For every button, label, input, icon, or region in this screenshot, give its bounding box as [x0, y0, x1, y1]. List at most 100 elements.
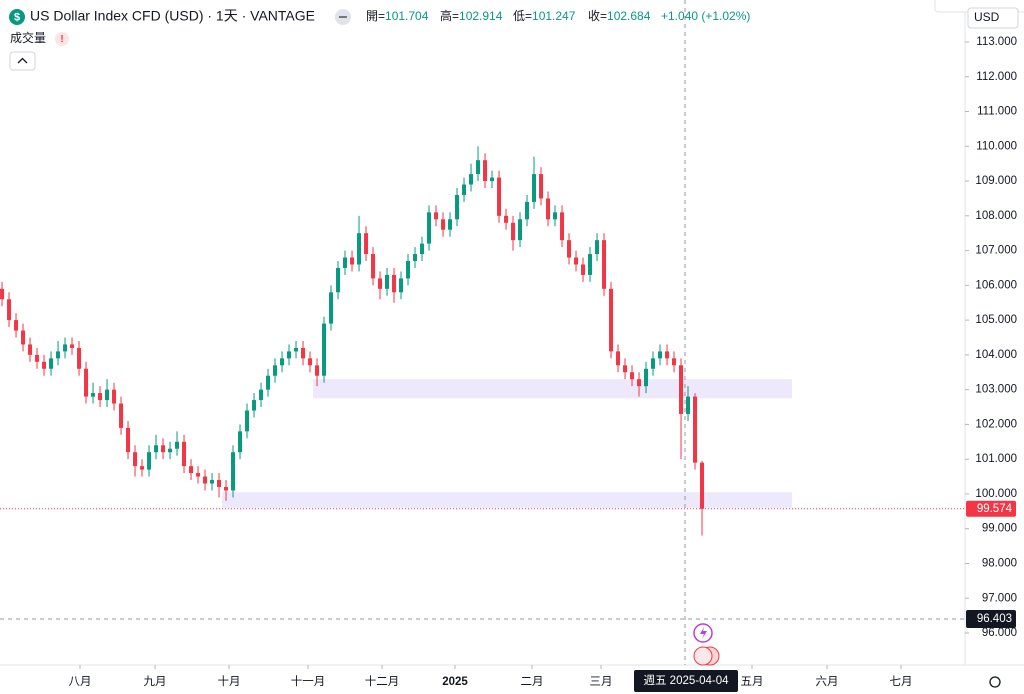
y-tick-label: 105.000 — [975, 314, 1017, 326]
candle-body — [651, 358, 656, 369]
candle-body — [623, 365, 628, 373]
candle-body — [210, 480, 215, 484]
candle-body — [455, 194, 460, 220]
candle-body — [441, 219, 446, 230]
candle-body — [77, 347, 82, 369]
candle-body — [427, 212, 432, 244]
candle-body — [399, 278, 404, 293]
candle-body — [161, 445, 166, 453]
candle-body — [112, 389, 117, 404]
candle-body — [518, 219, 523, 241]
candle-body — [672, 358, 677, 366]
ohlc-item: 收=102.684 — [588, 9, 651, 23]
currency-label: USD — [974, 10, 1000, 24]
candle-body — [560, 212, 565, 241]
x-tick-label: 六月 — [816, 675, 839, 688]
chevron-icon — [17, 57, 28, 64]
candle-body — [245, 410, 250, 432]
candle-body — [595, 240, 600, 255]
candle-body — [280, 358, 285, 366]
candle-body — [609, 288, 614, 352]
last-price-label: 99.574 — [977, 503, 1013, 515]
candle-body — [119, 403, 124, 428]
candle-body — [252, 400, 257, 411]
candle-body — [133, 452, 138, 467]
candle-body — [700, 462, 705, 509]
plot-area — [0, 146, 793, 536]
y-tick-label: 109.000 — [975, 175, 1017, 187]
candle-body — [238, 431, 243, 453]
y-tick-label: 107.000 — [975, 245, 1017, 257]
candle-body — [413, 254, 418, 262]
ohlc-value: 101.704 — [385, 9, 429, 23]
candle-body — [315, 365, 320, 376]
candle-body — [357, 233, 362, 265]
candle-body — [91, 393, 96, 397]
candle-body — [322, 323, 327, 376]
y-tick-label: 101.000 — [975, 453, 1017, 465]
candle-body — [42, 361, 47, 369]
symbol-icon — [9, 9, 25, 25]
candle-body — [140, 466, 145, 470]
y-tick-label: 102.000 — [975, 418, 1017, 430]
candle-body — [378, 278, 383, 289]
event-icon[interactable] — [693, 646, 713, 666]
price-change: +1.040 (+1.02%) — [661, 9, 750, 23]
y-tick-label: 97.000 — [982, 592, 1017, 604]
candle-body — [196, 473, 201, 477]
candle-body — [553, 212, 558, 220]
y-tick-label: 96.000 — [982, 627, 1017, 639]
candle-body — [7, 299, 12, 321]
ohlc-label: 低= — [513, 9, 532, 23]
candle-body — [336, 267, 341, 293]
candle-body — [266, 375, 271, 390]
ohlc-item: 低=101.247 — [513, 9, 576, 23]
y-tick-label: 112.000 — [976, 71, 1017, 83]
candle-body — [469, 174, 474, 185]
candle-body — [21, 330, 26, 345]
candle-body — [637, 379, 642, 387]
x-tick-label: 九月 — [144, 675, 167, 688]
candle-body — [301, 347, 306, 359]
candle-body — [350, 257, 355, 265]
candle-body — [616, 351, 621, 366]
y-tick-label: 104.000 — [975, 349, 1017, 361]
candle-body — [511, 222, 516, 241]
candle-body — [476, 160, 481, 175]
symbol-icon-glyph: $ — [14, 11, 20, 23]
candle-body — [0, 288, 5, 300]
candle-body — [420, 243, 425, 255]
ohlc-value: 101.247 — [532, 9, 576, 23]
candle-body — [602, 240, 607, 289]
currency-box[interactable] — [967, 7, 1019, 29]
candle-body — [154, 445, 159, 453]
candle-body — [273, 365, 278, 376]
settings-icon[interactable] — [989, 676, 1001, 688]
y-tick-label: 111.000 — [977, 106, 1017, 118]
x-tick-label: 七月 — [890, 675, 913, 688]
candle-body — [259, 389, 264, 401]
crosshair-x-label: 週五 2025-04-04 — [643, 674, 729, 687]
candle-body — [665, 351, 670, 359]
event-glyph — [700, 627, 707, 639]
candle-body — [56, 351, 61, 359]
x-tick-label: 二月 — [520, 676, 543, 688]
candle-body — [182, 441, 187, 467]
x-tick-label: 五月 — [740, 676, 763, 688]
ohlc-label: 高= — [440, 8, 459, 23]
crosshair-y-label: 96.403 — [977, 613, 1012, 625]
ohlc-value: 102.914 — [459, 9, 503, 23]
candle-body — [658, 351, 663, 359]
ohlc-item: 高=102.914 — [440, 8, 503, 23]
last-price-box — [966, 500, 1016, 517]
x-tick-label: 三月 — [590, 676, 613, 688]
candle-body — [70, 344, 75, 348]
zone — [222, 492, 793, 508]
candle-body — [105, 389, 110, 401]
warning-icon[interactable] — [55, 32, 69, 46]
candle-body — [434, 212, 439, 220]
candle-body — [483, 160, 488, 182]
collapse-indicators-button[interactable] — [9, 51, 36, 71]
